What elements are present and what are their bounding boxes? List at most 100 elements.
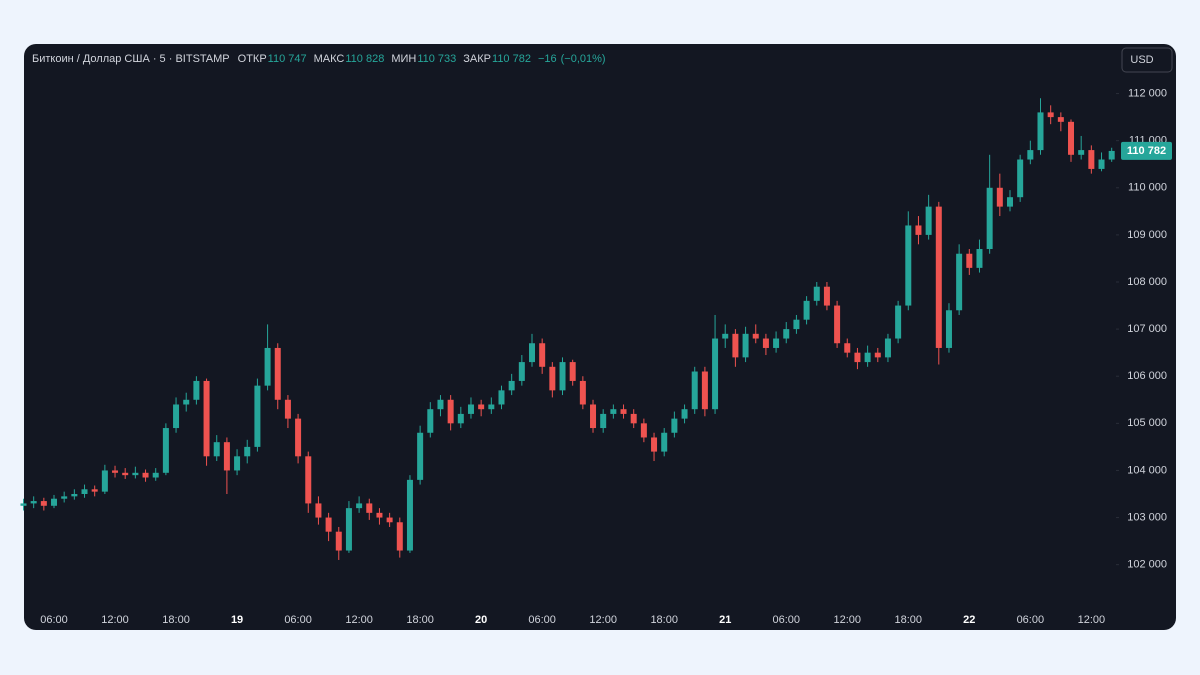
candle-body [915,225,922,235]
legend-name: ОТКР [238,53,267,65]
candle-body [691,371,698,410]
change-pct: (−0,01%) [561,53,606,65]
candle-body [142,472,149,478]
candle-body [661,432,668,452]
candle-body [854,352,861,363]
candle-body [457,413,464,424]
candle-body [762,338,769,348]
candle-body [61,496,68,499]
candle-body [437,399,444,410]
candle-body [630,413,637,424]
candle-body [244,446,251,457]
candle-body [132,472,139,476]
y-tick-label: 109 000 [1127,229,1167,241]
x-tick-label: 06:00 [284,614,312,626]
candle-body [651,437,658,452]
candle-body [234,456,241,471]
candle-body [742,333,749,358]
candle-body [813,286,820,301]
chart-panel [24,44,1176,630]
legend-name: МАКС [314,53,345,65]
candle-body [549,366,556,391]
y-tick-label: 108 000 [1127,276,1167,288]
candle-body [284,399,291,419]
price-tag-label: 110 782 [1127,145,1166,157]
candle-body [193,380,200,400]
candle-body [467,404,474,414]
candle-body [996,187,1003,207]
candle-body [315,503,322,518]
candle-body [1006,197,1013,207]
candle-body [600,413,607,429]
candle-body [345,508,352,551]
x-tick-label: 06:00 [528,614,556,626]
candle-body [620,409,627,414]
candle-body [274,347,281,400]
x-tick-label: 12:00 [1078,614,1106,626]
y-tick-label: 106 000 [1127,370,1167,382]
candle-body [518,362,525,381]
legend-value: 110 733 [417,53,456,65]
legend-value: 110 828 [345,53,384,65]
legend-name: МИН [391,53,416,65]
candle-body [356,503,363,509]
candle-body [569,362,576,381]
candle-body [874,352,881,358]
candle-body [508,380,515,391]
candle-body [945,310,952,348]
y-tick-label: 110 000 [1128,182,1167,194]
y-tick-label: 105 000 [1127,417,1167,429]
candle-body [213,442,220,457]
y-tick-label: 107 000 [1127,323,1167,335]
legend-value: 110 747 [268,53,307,65]
y-tick-label: 104 000 [1127,464,1167,476]
price-tag [1121,141,1172,160]
candle-body [305,456,312,504]
candle-body [1098,159,1105,169]
candle-body [966,253,973,268]
currency-button[interactable] [1121,47,1173,73]
candle-body [925,206,932,235]
x-tick-label: 12:00 [589,614,617,626]
candle-body [447,399,454,424]
legend-value: 110 782 [492,53,531,65]
candle-body [752,333,759,339]
candle-body [895,305,902,339]
candle-body [1088,150,1095,169]
day-label: 22 [963,614,975,626]
candle-body [640,423,647,438]
candle-body [406,479,413,551]
x-tick-label: 18:00 [162,614,190,626]
candle-body [1017,159,1024,198]
x-tick-label: 12:00 [345,614,373,626]
candle-body [803,300,810,320]
candle-body [81,489,88,494]
candle-body [203,380,210,457]
legend-name: ЗАКР [463,53,491,65]
candle-body [712,338,719,410]
candle-body [335,531,342,551]
candle-body [478,404,485,410]
candle-body [30,501,37,504]
x-tick-label: 18:00 [650,614,678,626]
candle-body [264,347,271,386]
candle-body [122,472,129,476]
candle-body [1037,112,1044,151]
candle-body [173,404,180,429]
candle-body [834,305,841,344]
candle-body [91,489,98,492]
candle-body [71,494,78,497]
candle-body [101,470,108,492]
candle-body [864,352,871,363]
candle-body [1078,150,1085,155]
candle-body [793,319,800,330]
candle-body [905,225,912,306]
y-tick-label: 102 000 [1127,559,1167,571]
candle-body [732,333,739,358]
candle-body [1108,150,1115,160]
candle-body [823,286,830,306]
candle-body [366,503,373,513]
candle-body [610,409,617,414]
candle-body [488,404,495,410]
